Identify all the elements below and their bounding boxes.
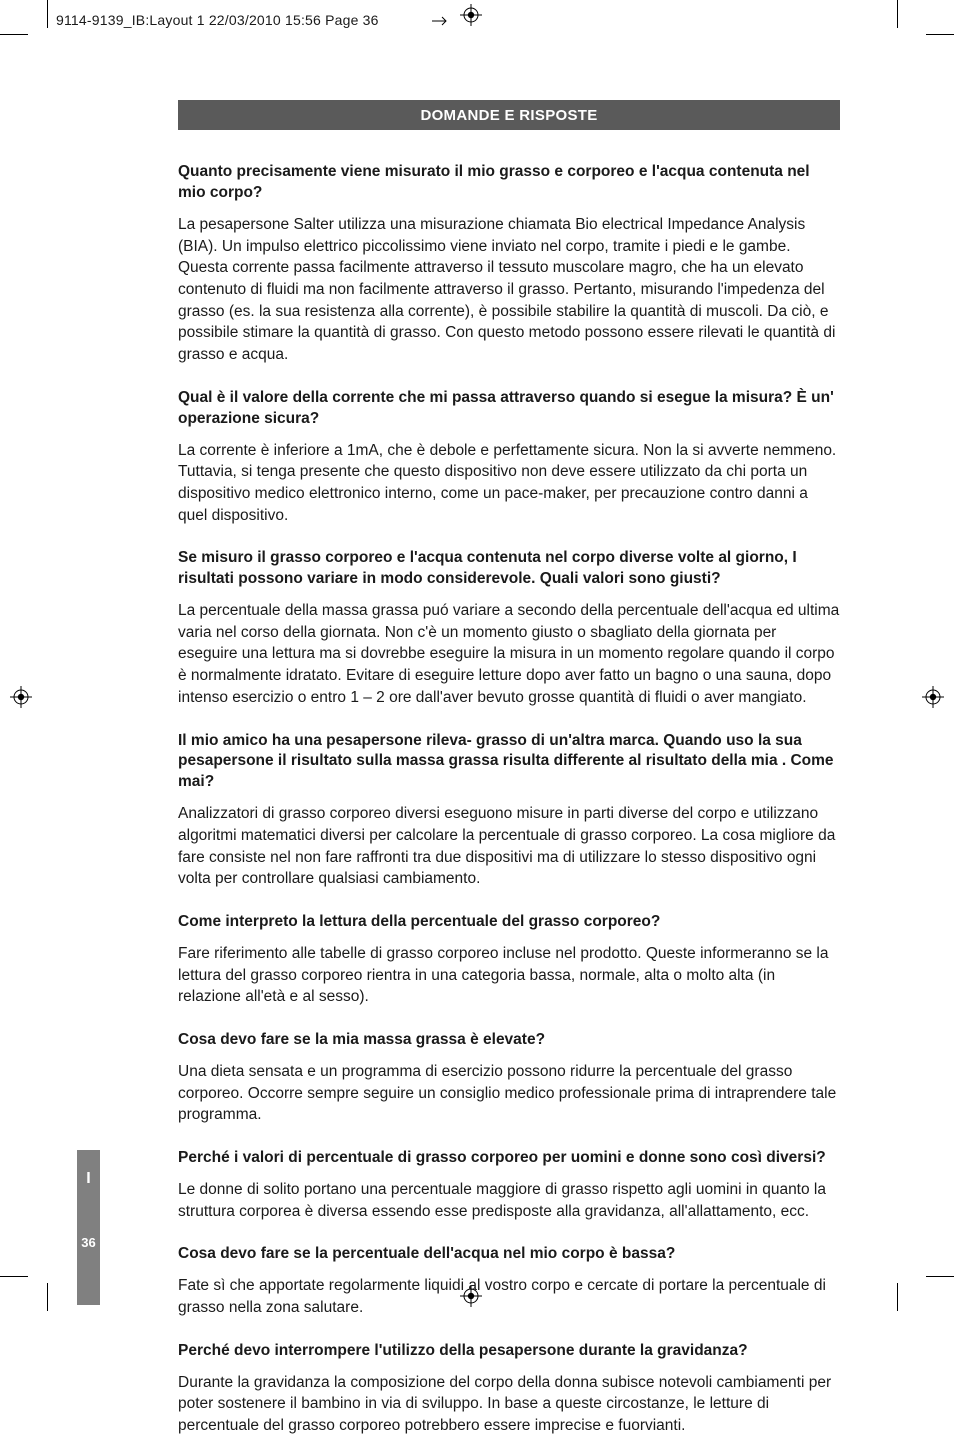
crop-mark bbox=[926, 34, 954, 35]
crop-mark bbox=[897, 0, 898, 28]
faq-answer: La pesapersone Salter utilizza una misur… bbox=[178, 214, 840, 366]
page-side-tab: I 36 bbox=[77, 1150, 100, 1305]
section-header: DOMANDE E RISPOSTE bbox=[178, 100, 840, 130]
faq-question: Cosa devo fare se la mia massa grassa è … bbox=[178, 1030, 840, 1051]
document-slug: 9114-9139_IB:Layout 1 22/03/2010 15:56 P… bbox=[56, 12, 379, 28]
faq-question: Qual è il valore della corrente che mi p… bbox=[178, 388, 840, 430]
crop-mark bbox=[926, 1276, 954, 1277]
faq-answer: Fate sì che apportate regolarmente liqui… bbox=[178, 1275, 840, 1318]
page-content: DOMANDE E RISPOSTE Quanto precisamente v… bbox=[178, 100, 840, 1437]
registration-mark-icon bbox=[10, 686, 32, 708]
slug-arrow-icon bbox=[432, 14, 450, 26]
faq-question: Cosa devo fare se la percentuale dell'ac… bbox=[178, 1244, 840, 1265]
faq-question: Perché devo interrompere l'utilizzo dell… bbox=[178, 1341, 840, 1362]
crop-mark bbox=[47, 1283, 48, 1311]
faq-answer: Le donne di solito portano una percentua… bbox=[178, 1179, 840, 1222]
faq-question: Perché i valori di percentuale di grasso… bbox=[178, 1148, 840, 1169]
faq-question: Se misuro il grasso corporeo e l'acqua c… bbox=[178, 548, 840, 590]
registration-mark-icon bbox=[922, 686, 944, 708]
faq-answer: Durante la gravidanza la composizione de… bbox=[178, 1372, 840, 1437]
faq-question: Quanto precisamente viene misurato il mi… bbox=[178, 162, 840, 204]
faq-answer: Fare riferimento alle tabelle di grasso … bbox=[178, 943, 840, 1008]
faq-answer: Una dieta sensata e un programma di eser… bbox=[178, 1061, 840, 1126]
crop-mark bbox=[47, 0, 48, 28]
faq-question: Il mio amico ha una pesapersone rileva- … bbox=[178, 731, 840, 794]
page-number: 36 bbox=[77, 1235, 100, 1250]
crop-mark bbox=[0, 34, 28, 35]
language-indicator: I bbox=[77, 1170, 100, 1188]
registration-mark-icon bbox=[460, 4, 482, 26]
faq-answer: Analizzatori di grasso corporeo diversi … bbox=[178, 803, 840, 890]
faq-answer: La percentuale della massa grassa puó va… bbox=[178, 600, 840, 708]
crop-mark bbox=[897, 1283, 898, 1311]
faq-answer: La corrente è inferiore a 1mA, che è deb… bbox=[178, 440, 840, 527]
faq-question: Come interpreto la lettura della percent… bbox=[178, 912, 840, 933]
crop-mark bbox=[0, 1276, 28, 1277]
